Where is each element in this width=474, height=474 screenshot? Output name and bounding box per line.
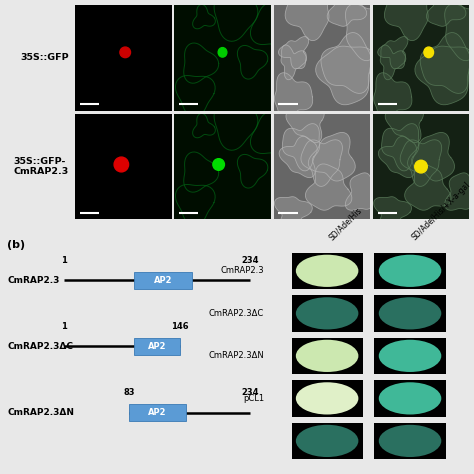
Polygon shape: [327, 0, 367, 26]
Ellipse shape: [296, 255, 358, 287]
Polygon shape: [301, 140, 342, 186]
Text: CmRAP2.3ΔC: CmRAP2.3ΔC: [8, 342, 73, 351]
Polygon shape: [308, 132, 355, 181]
Polygon shape: [400, 140, 442, 186]
Polygon shape: [278, 36, 309, 69]
Polygon shape: [427, 0, 466, 26]
Polygon shape: [382, 124, 419, 171]
Text: 1: 1: [61, 256, 66, 265]
Text: 83: 83: [124, 388, 135, 397]
Text: 234: 234: [242, 256, 259, 265]
Bar: [374, 253, 446, 289]
Text: CmRAP2.3ΔN: CmRAP2.3ΔN: [8, 408, 74, 417]
Ellipse shape: [296, 340, 358, 372]
Polygon shape: [274, 73, 313, 122]
Polygon shape: [346, 173, 384, 210]
Text: CmRAP2.3: CmRAP2.3: [220, 266, 264, 275]
FancyBboxPatch shape: [135, 337, 181, 355]
Bar: [292, 295, 363, 332]
Polygon shape: [420, 33, 471, 93]
Polygon shape: [285, 0, 329, 41]
Text: 35S::GFP: 35S::GFP: [20, 53, 69, 62]
FancyBboxPatch shape: [129, 404, 186, 421]
Ellipse shape: [296, 382, 358, 414]
Polygon shape: [374, 73, 412, 122]
Text: CmRAP2.3: CmRAP2.3: [8, 276, 60, 285]
Ellipse shape: [120, 47, 130, 58]
Ellipse shape: [379, 297, 441, 329]
Polygon shape: [405, 164, 451, 210]
Text: 1: 1: [61, 322, 66, 331]
Bar: [292, 423, 363, 459]
Polygon shape: [316, 46, 374, 105]
Ellipse shape: [379, 255, 441, 287]
Ellipse shape: [296, 297, 358, 329]
Bar: [292, 380, 363, 417]
Text: pCL1: pCL1: [243, 394, 264, 403]
Polygon shape: [384, 0, 428, 41]
Text: 146: 146: [171, 322, 189, 331]
Ellipse shape: [415, 160, 427, 173]
Ellipse shape: [424, 47, 434, 58]
Polygon shape: [305, 164, 352, 210]
Polygon shape: [378, 137, 417, 178]
Bar: [374, 423, 446, 459]
Polygon shape: [408, 132, 455, 181]
Polygon shape: [445, 4, 474, 61]
Ellipse shape: [218, 47, 227, 57]
Polygon shape: [380, 45, 405, 80]
Polygon shape: [385, 99, 423, 143]
Text: (b): (b): [8, 240, 26, 250]
Ellipse shape: [379, 425, 441, 457]
FancyBboxPatch shape: [135, 272, 191, 289]
Polygon shape: [378, 36, 408, 69]
Ellipse shape: [114, 157, 128, 172]
Ellipse shape: [296, 425, 358, 457]
Polygon shape: [445, 173, 474, 210]
Polygon shape: [274, 197, 312, 231]
Ellipse shape: [379, 382, 441, 414]
Polygon shape: [283, 124, 319, 171]
Bar: [374, 337, 446, 374]
Polygon shape: [346, 4, 394, 61]
Polygon shape: [374, 197, 411, 231]
Ellipse shape: [379, 340, 441, 372]
Polygon shape: [281, 45, 306, 80]
Text: 234: 234: [242, 388, 259, 397]
Bar: [374, 380, 446, 417]
Polygon shape: [321, 33, 371, 93]
Text: AP2: AP2: [154, 276, 172, 285]
Bar: [292, 337, 363, 374]
Ellipse shape: [213, 159, 225, 170]
Text: AP2: AP2: [148, 342, 167, 351]
Text: CmRAP2.3ΔC: CmRAP2.3ΔC: [209, 309, 264, 318]
Text: 35S::GFP-
CmRAP2.3: 35S::GFP- CmRAP2.3: [14, 157, 69, 176]
Bar: [374, 295, 446, 332]
Polygon shape: [286, 99, 324, 143]
Text: SD/Ade/His: SD/Ade/His: [327, 205, 364, 242]
Polygon shape: [279, 137, 317, 178]
Text: AP2: AP2: [148, 408, 167, 417]
Bar: [292, 253, 363, 289]
Text: CmRAP2.3ΔN: CmRAP2.3ΔN: [208, 351, 264, 360]
Text: SD/Ade/His/+X-a-gal: SD/Ade/His/+X-a-gal: [410, 180, 472, 242]
Polygon shape: [415, 46, 473, 105]
